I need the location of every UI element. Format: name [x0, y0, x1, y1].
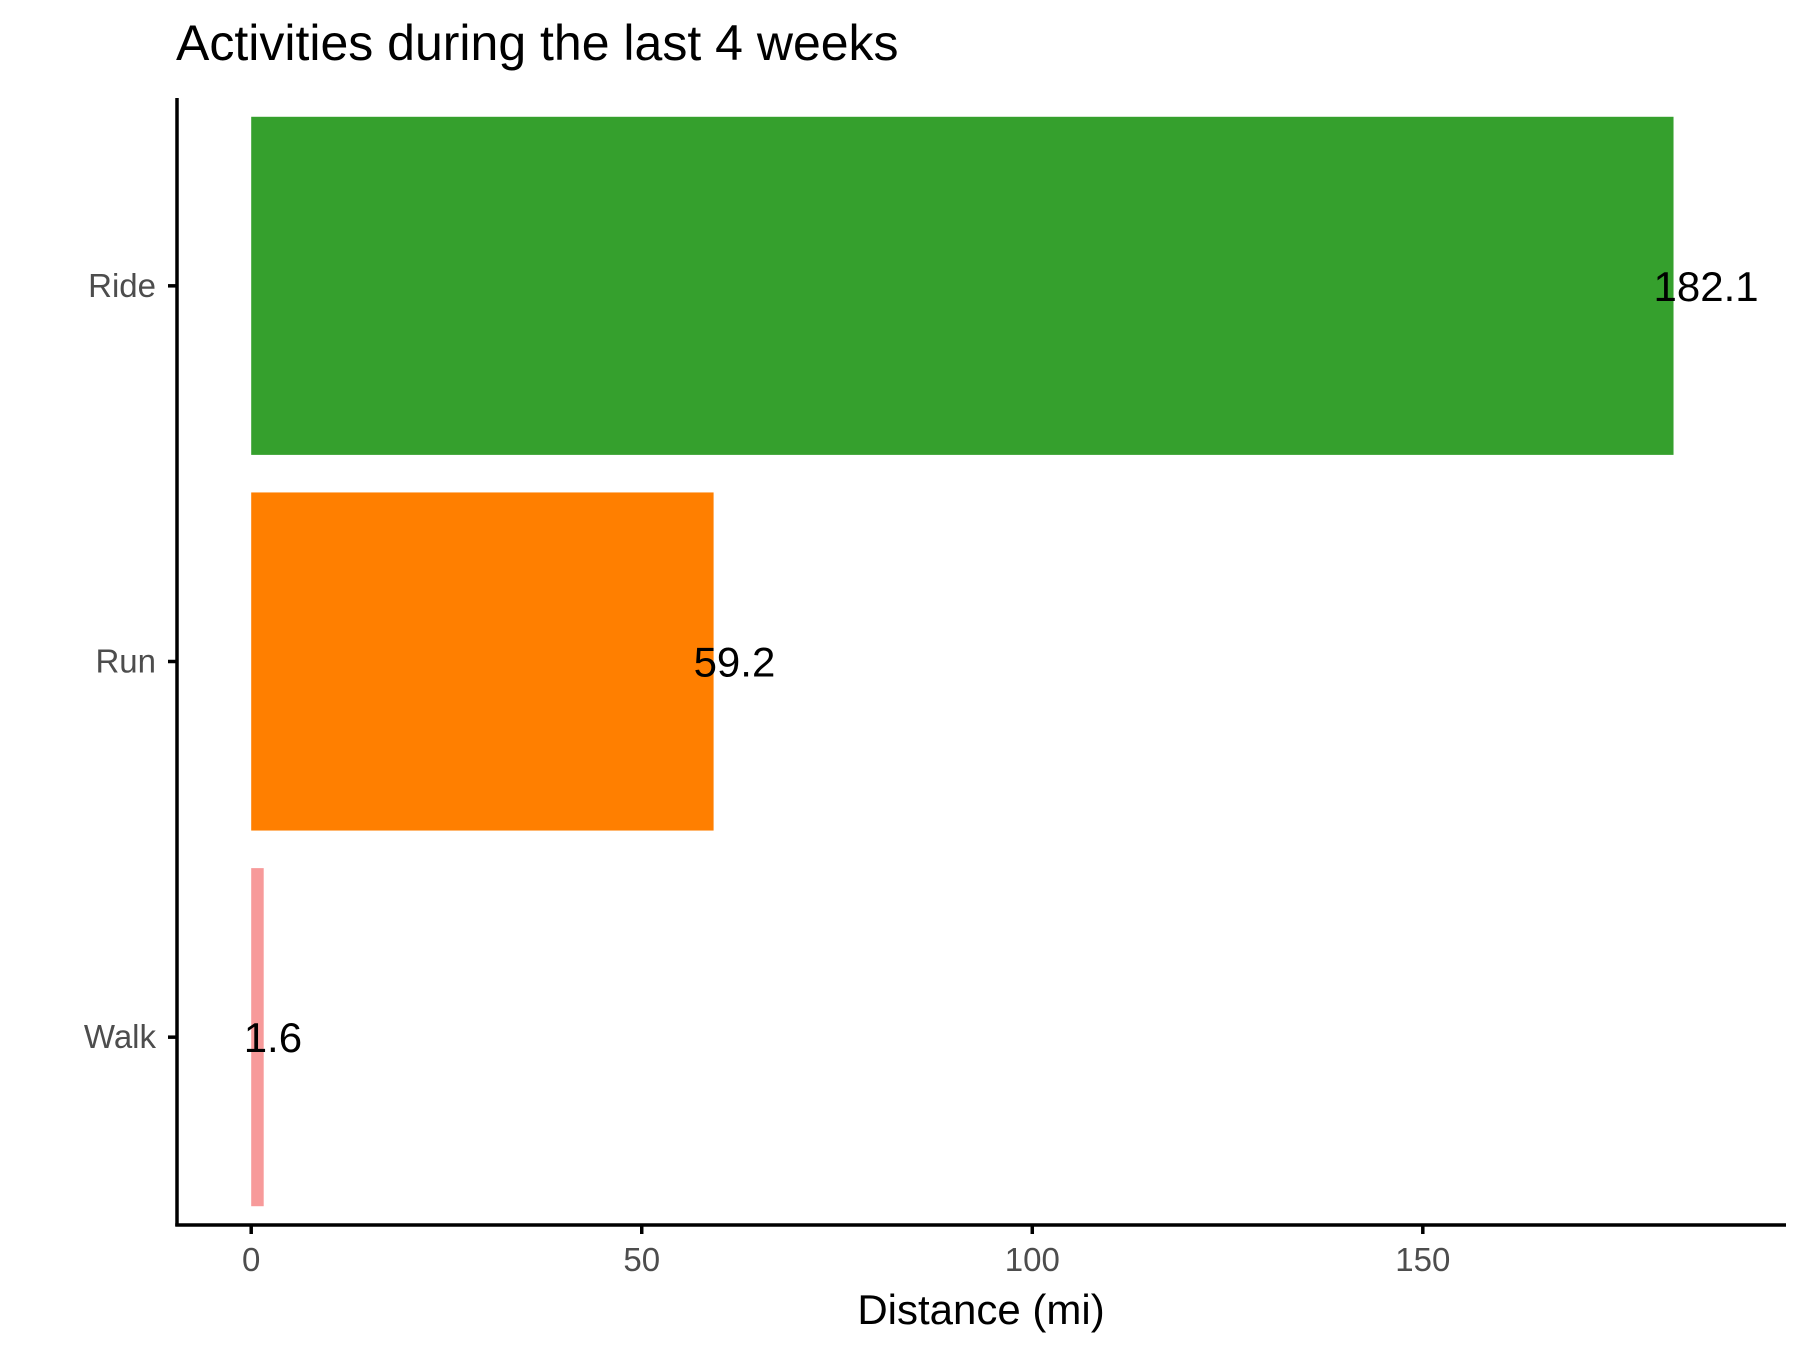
chart-title: Activities during the last 4 weeks — [176, 15, 899, 71]
bar-walk — [251, 868, 264, 1207]
x-axis-title: Distance (mi) — [857, 1286, 1104, 1333]
value-label-run: 59.2 — [694, 639, 776, 686]
y-tick-label-run: Run — [95, 643, 156, 680]
bar-ride — [251, 116, 1674, 455]
value-label-walk: 1.6 — [244, 1014, 302, 1061]
x-axis: 0 50 100 150 — [175, 1223, 1786, 1278]
x-tick-label-150: 150 — [1395, 1241, 1450, 1278]
value-label-ride: 182.1 — [1654, 263, 1759, 310]
x-tick-label-0: 0 — [242, 1241, 260, 1278]
y-axis: Ride Run Walk — [84, 98, 179, 1226]
y-tick-label-walk: Walk — [84, 1018, 157, 1055]
bars-group — [251, 116, 1674, 1207]
y-tick-label-ride: Ride — [88, 267, 156, 304]
x-tick-label-100: 100 — [1005, 1241, 1060, 1278]
value-labels-group: 182.1 59.2 1.6 — [244, 263, 1759, 1061]
x-tick-label-50: 50 — [623, 1241, 660, 1278]
bar-run — [251, 492, 714, 831]
